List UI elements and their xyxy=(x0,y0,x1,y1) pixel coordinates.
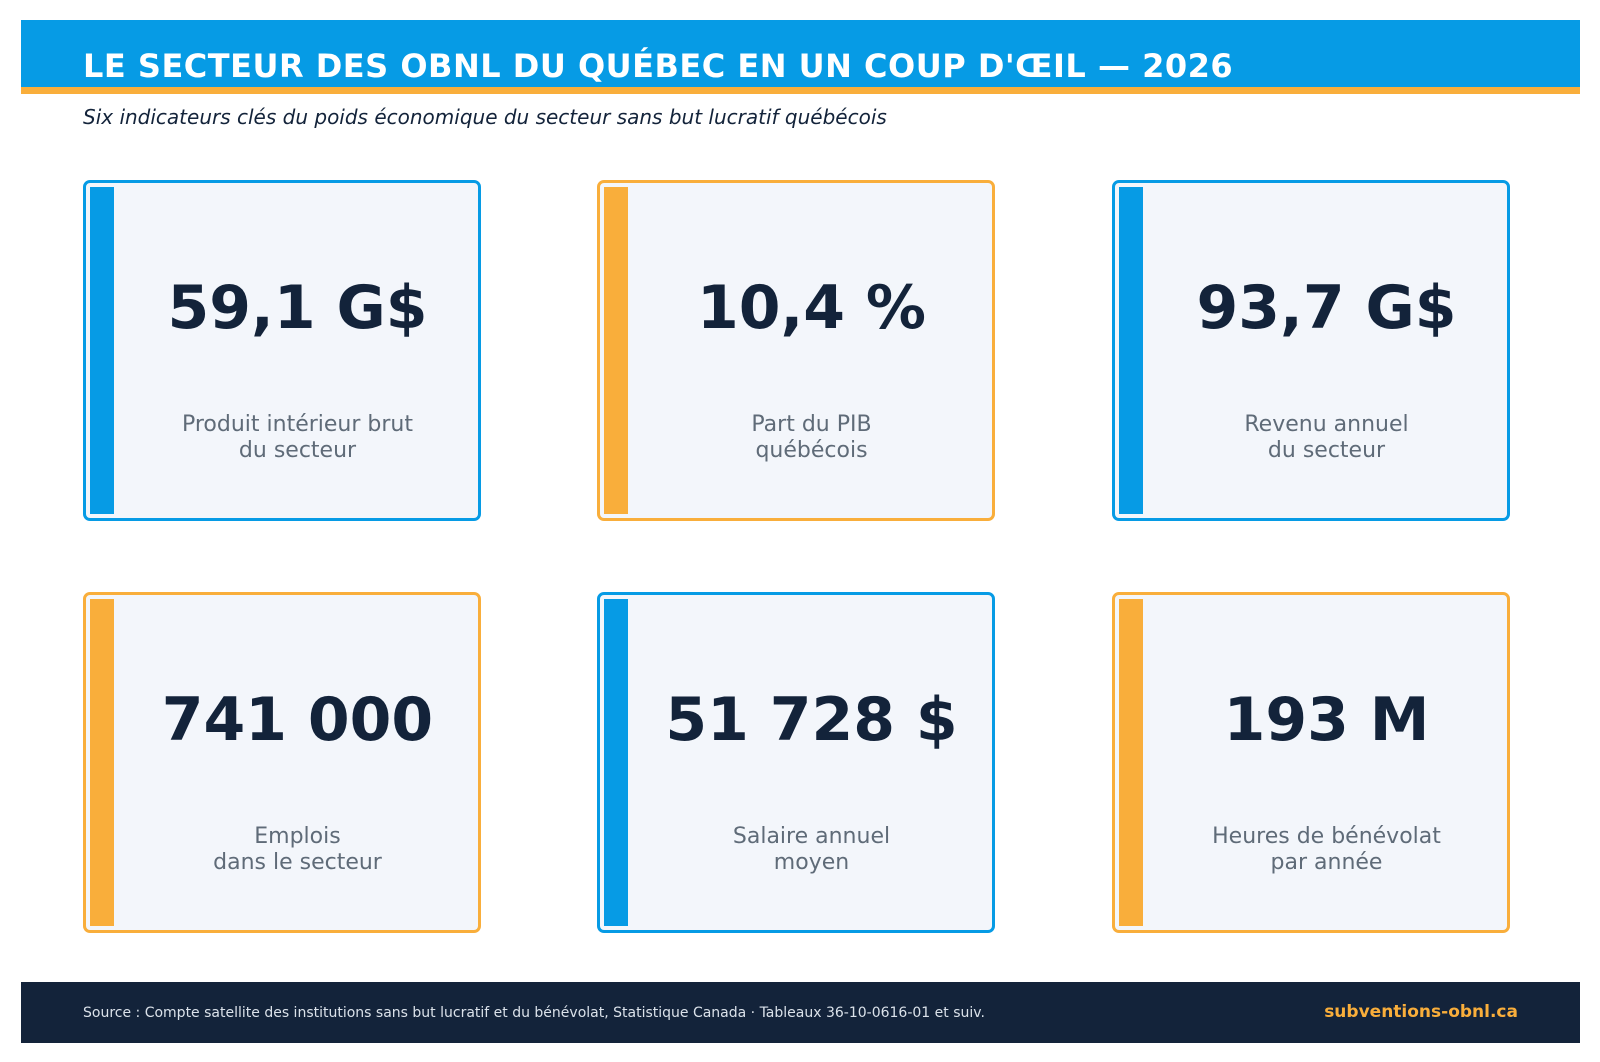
card-accent-bar xyxy=(1119,187,1143,514)
kpi-label: Heures de bénévolat par année xyxy=(1146,824,1507,876)
kpi-card-gdp-share: 10,4 % Part du PIB québécois xyxy=(597,180,995,521)
kpi-label-line: Salaire annuel xyxy=(732,824,891,849)
kpi-card-salary: 51 728 $ Salaire annuel moyen xyxy=(597,592,995,933)
kpi-value: 51 728 $ xyxy=(665,685,958,755)
kpi-label: Salaire annuel moyen xyxy=(631,824,992,876)
card-accent-bar xyxy=(604,599,628,926)
kpi-label-line: Heures de bénévolat xyxy=(1212,824,1441,849)
kpi-label: Emplois dans le secteur xyxy=(117,824,478,876)
kpi-label-line: du secteur xyxy=(1267,438,1386,463)
kpi-label-line: québécois xyxy=(755,438,868,463)
kpi-label-line: du secteur xyxy=(238,438,357,463)
card-accent-bar xyxy=(604,187,628,514)
kpi-label-line: Part du PIB xyxy=(751,412,872,437)
kpi-card-revenue: 93,7 G$ Revenu annuel du secteur xyxy=(1112,180,1510,521)
kpi-label: Part du PIB québécois xyxy=(631,412,992,464)
footer-bar: Source : Compte satellite des institutio… xyxy=(21,982,1580,1043)
kpi-value: 10,4 % xyxy=(696,273,927,343)
kpi-label-line: Revenu annuel xyxy=(1244,412,1409,437)
kpi-label: Produit intérieur brut du secteur xyxy=(117,412,478,464)
page-title: LE SECTEUR DES OBNL DU QUÉBEC EN UN COUP… xyxy=(83,47,1234,85)
header-banner xyxy=(21,20,1580,87)
card-accent-bar xyxy=(90,599,114,926)
kpi-card-volunteer-hours: 193 M Heures de bénévolat par année xyxy=(1112,592,1510,933)
kpi-card-gdp: 59,1 G$ Produit intérieur brut du secteu… xyxy=(83,180,481,521)
page-subtitle: Six indicateurs clés du poids économique… xyxy=(83,105,887,129)
kpi-label-line: Produit intérieur brut xyxy=(181,412,413,437)
kpi-value: 741 000 xyxy=(161,685,434,755)
kpi-label-line: par année xyxy=(1270,850,1383,875)
header-accent-line xyxy=(21,87,1580,94)
kpi-card-jobs: 741 000 Emplois dans le secteur xyxy=(83,592,481,933)
kpi-value: 193 M xyxy=(1223,685,1430,755)
kpi-label-line: Emplois xyxy=(254,824,341,849)
source-note: Source : Compte satellite des institutio… xyxy=(83,1005,985,1021)
kpi-value: 59,1 G$ xyxy=(167,273,428,343)
site-link[interactable]: subventions-obnl.ca xyxy=(1324,1002,1518,1022)
kpi-label: Revenu annuel du secteur xyxy=(1146,412,1507,464)
kpi-label-line: dans le secteur xyxy=(213,850,382,875)
card-accent-bar xyxy=(1119,599,1143,926)
kpi-label-line: moyen xyxy=(773,850,850,875)
kpi-value: 93,7 G$ xyxy=(1196,273,1457,343)
card-accent-bar xyxy=(90,187,114,514)
